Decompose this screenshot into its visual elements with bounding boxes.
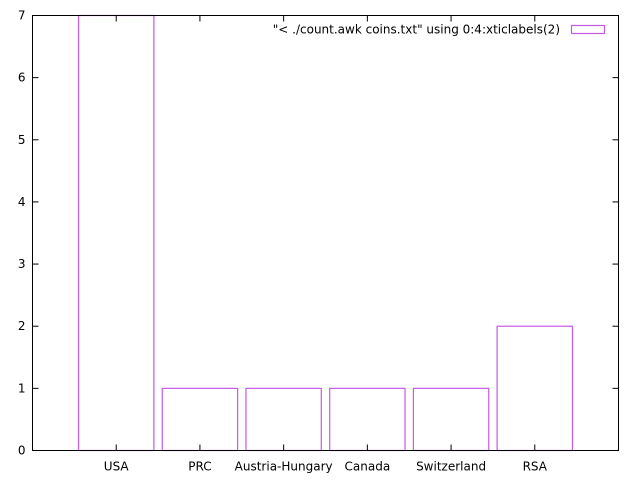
x-tick-label: PRC [188, 460, 211, 474]
y-tick-label: 7 [18, 9, 26, 23]
bar-switzerland [412, 387, 490, 452]
x-axis: USA PRC Austria-Hungary Canada Switzerland RS… [104, 15, 548, 474]
y-tick-label: 0 [18, 444, 26, 458]
x-tick-label: Austria-Hungary [235, 460, 333, 474]
bars-group [77, 14, 574, 452]
y-tick-label: 6 [18, 71, 26, 85]
y-tick-label: 5 [18, 133, 26, 147]
plot-frame [32, 15, 619, 451]
x-tick-label: RSA [523, 460, 548, 474]
bar-canada [329, 387, 406, 452]
y-tick-label: 1 [18, 381, 26, 395]
x-tick-label: USA [104, 460, 130, 474]
bar-prc [161, 387, 239, 452]
bar-usa [77, 14, 155, 452]
legend-label: "< ./count.awk coins.txt" using 0:4:xtic… [273, 23, 560, 37]
legend: "< ./count.awk coins.txt" using 0:4:xtic… [273, 23, 606, 37]
bar-austria-hungary [245, 387, 322, 452]
y-axis: 0 1 2 3 4 5 6 7 [18, 9, 619, 458]
y-tick-label: 4 [18, 195, 26, 209]
x-tick-label: Canada [345, 460, 391, 474]
bar-rsa [496, 325, 574, 452]
y-tick-label: 3 [18, 257, 26, 271]
x-tick-label: Switzerland [416, 460, 486, 474]
legend-swatch [570, 24, 606, 35]
y-tick-label: 2 [18, 319, 26, 333]
